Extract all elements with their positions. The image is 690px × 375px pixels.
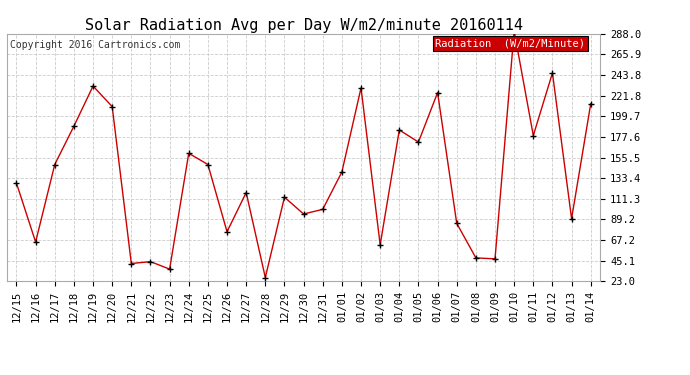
- Text: Radiation  (W/m2/Minute): Radiation (W/m2/Minute): [435, 39, 585, 49]
- Title: Solar Radiation Avg per Day W/m2/minute 20160114: Solar Radiation Avg per Day W/m2/minute …: [85, 18, 522, 33]
- Text: Copyright 2016 Cartronics.com: Copyright 2016 Cartronics.com: [10, 40, 180, 50]
